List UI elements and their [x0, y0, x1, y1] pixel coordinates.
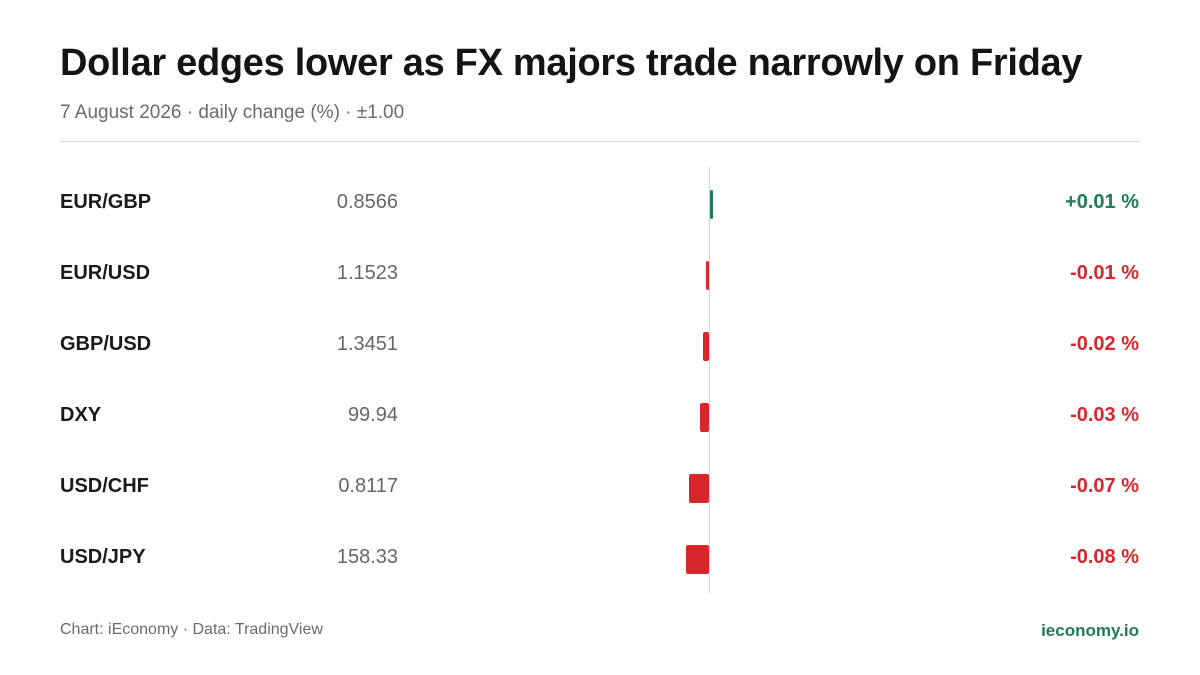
- change-value-label: -0.01 %: [1070, 262, 1139, 284]
- table-row: EUR/GBP 0.8566 +0.01 %: [0, 169, 1200, 240]
- table-row: GBP/USD 1.3451 -0.02 %: [0, 311, 1200, 382]
- change-bar-negative: [703, 332, 709, 361]
- pair-label: EUR/USD: [60, 262, 151, 284]
- price-value: 0.8117: [338, 475, 398, 497]
- change-bar-negative: [688, 474, 709, 503]
- change-bar-negative: [685, 545, 709, 574]
- change-value-label: -0.08 %: [1070, 546, 1139, 568]
- price-value: 99.94: [347, 404, 398, 426]
- chart-subtitle: 7 August 2026 · daily change (%) · ±1.00: [60, 102, 405, 123]
- pair-label: USD/CHF: [60, 475, 149, 497]
- brand-link[interactable]: ieconomy.io: [1041, 621, 1139, 640]
- pair-label: GBP/USD: [60, 333, 152, 355]
- change-bar-negative: [706, 261, 709, 290]
- table-row: EUR/USD 1.1523 -0.01 %: [0, 240, 1200, 311]
- change-bar-positive: [710, 190, 713, 219]
- table-row: DXY 99.94 -0.03 %: [0, 382, 1200, 453]
- change-value-label: +0.01 %: [1065, 191, 1139, 213]
- header-divider: [60, 141, 1140, 142]
- change-value-label: -0.03 %: [1070, 404, 1139, 426]
- change-bar-negative: [700, 403, 709, 432]
- pair-label: DXY: [60, 404, 102, 426]
- pair-label: USD/JPY: [60, 546, 146, 568]
- chart-title: Dollar edges lower as FX majors trade na…: [60, 42, 1083, 84]
- price-value: 1.1523: [336, 262, 398, 284]
- table-row: USD/JPY 158.33 -0.08 %: [0, 524, 1200, 595]
- pair-label: EUR/GBP: [60, 191, 152, 213]
- change-value-label: -0.07 %: [1070, 475, 1139, 497]
- source-credit: Chart: iEconomy · Data: TradingView: [60, 621, 323, 638]
- price-value: 0.8566: [336, 191, 398, 213]
- change-value-label: -0.02 %: [1070, 333, 1139, 355]
- zero-axis-line: [709, 167, 710, 593]
- price-value: 1.3451: [336, 333, 398, 355]
- table-row: USD/CHF 0.8117 -0.07 %: [0, 453, 1200, 524]
- price-value: 158.33: [336, 546, 398, 568]
